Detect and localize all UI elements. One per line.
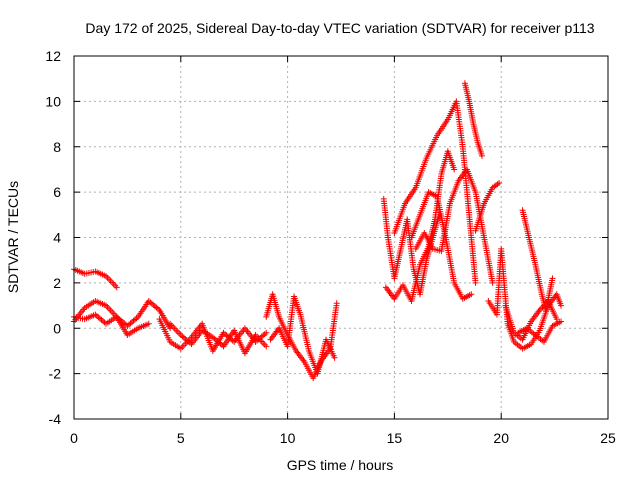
data-point [263, 329, 270, 336]
series-trace-l [412, 166, 496, 286]
data-point [331, 354, 338, 361]
y-tick-label: 12 [45, 48, 61, 64]
x-tick-label: 15 [387, 430, 403, 446]
y-tick-label: 2 [53, 275, 61, 291]
y-tick-label: 10 [45, 93, 61, 109]
y-tick-label: -4 [49, 411, 62, 427]
x-tick-label: 5 [177, 430, 185, 446]
y-tick-labels: -4 -2 0 2 4 6 8 10 12 [45, 48, 61, 427]
data-point [553, 316, 560, 323]
data-point [489, 279, 496, 286]
data-point [468, 291, 475, 298]
x-tick-label: 0 [70, 430, 78, 446]
series-trace-o [485, 245, 565, 352]
series-trace-g [267, 293, 338, 377]
series-trace-a [71, 266, 120, 291]
x-tick-labels: 0 5 10 15 20 25 [70, 430, 616, 446]
series-trace-c [71, 311, 152, 339]
x-tick-label: 20 [493, 430, 509, 446]
data-point [558, 318, 565, 325]
y-tick-label: 8 [53, 139, 61, 155]
x-tick-label: 10 [280, 430, 296, 446]
y-tick-label: -2 [49, 366, 62, 382]
data-point [549, 275, 556, 282]
data-point [333, 300, 340, 307]
data-point [558, 302, 565, 309]
series-trace-q [519, 207, 556, 314]
chart-title: Day 172 of 2025, Sidereal Day-to-day VTE… [85, 20, 594, 36]
series-trace-k [408, 189, 475, 302]
y-tick-label: 0 [53, 320, 61, 336]
data-points [71, 80, 565, 382]
x-tick-label: 25 [600, 430, 616, 446]
series-trace-j [391, 98, 479, 286]
y-axis-label: SDTVAR / TECUs [5, 181, 21, 293]
data-point [113, 284, 120, 291]
series-trace-r [515, 318, 565, 345]
y-tick-label: 4 [53, 230, 61, 246]
series-trace-m [461, 80, 485, 159]
y-tick-label: 6 [53, 184, 61, 200]
data-point [451, 166, 458, 173]
data-point [478, 152, 485, 159]
data-point [263, 343, 270, 350]
data-point [496, 180, 503, 187]
data-point [145, 320, 152, 327]
series-trace-n [472, 180, 503, 234]
grid [74, 56, 608, 419]
axis-ticks [73, 55, 609, 420]
data-point [472, 279, 479, 286]
x-axis-label: GPS time / hours [287, 457, 394, 473]
series-trace-e [167, 320, 270, 357]
